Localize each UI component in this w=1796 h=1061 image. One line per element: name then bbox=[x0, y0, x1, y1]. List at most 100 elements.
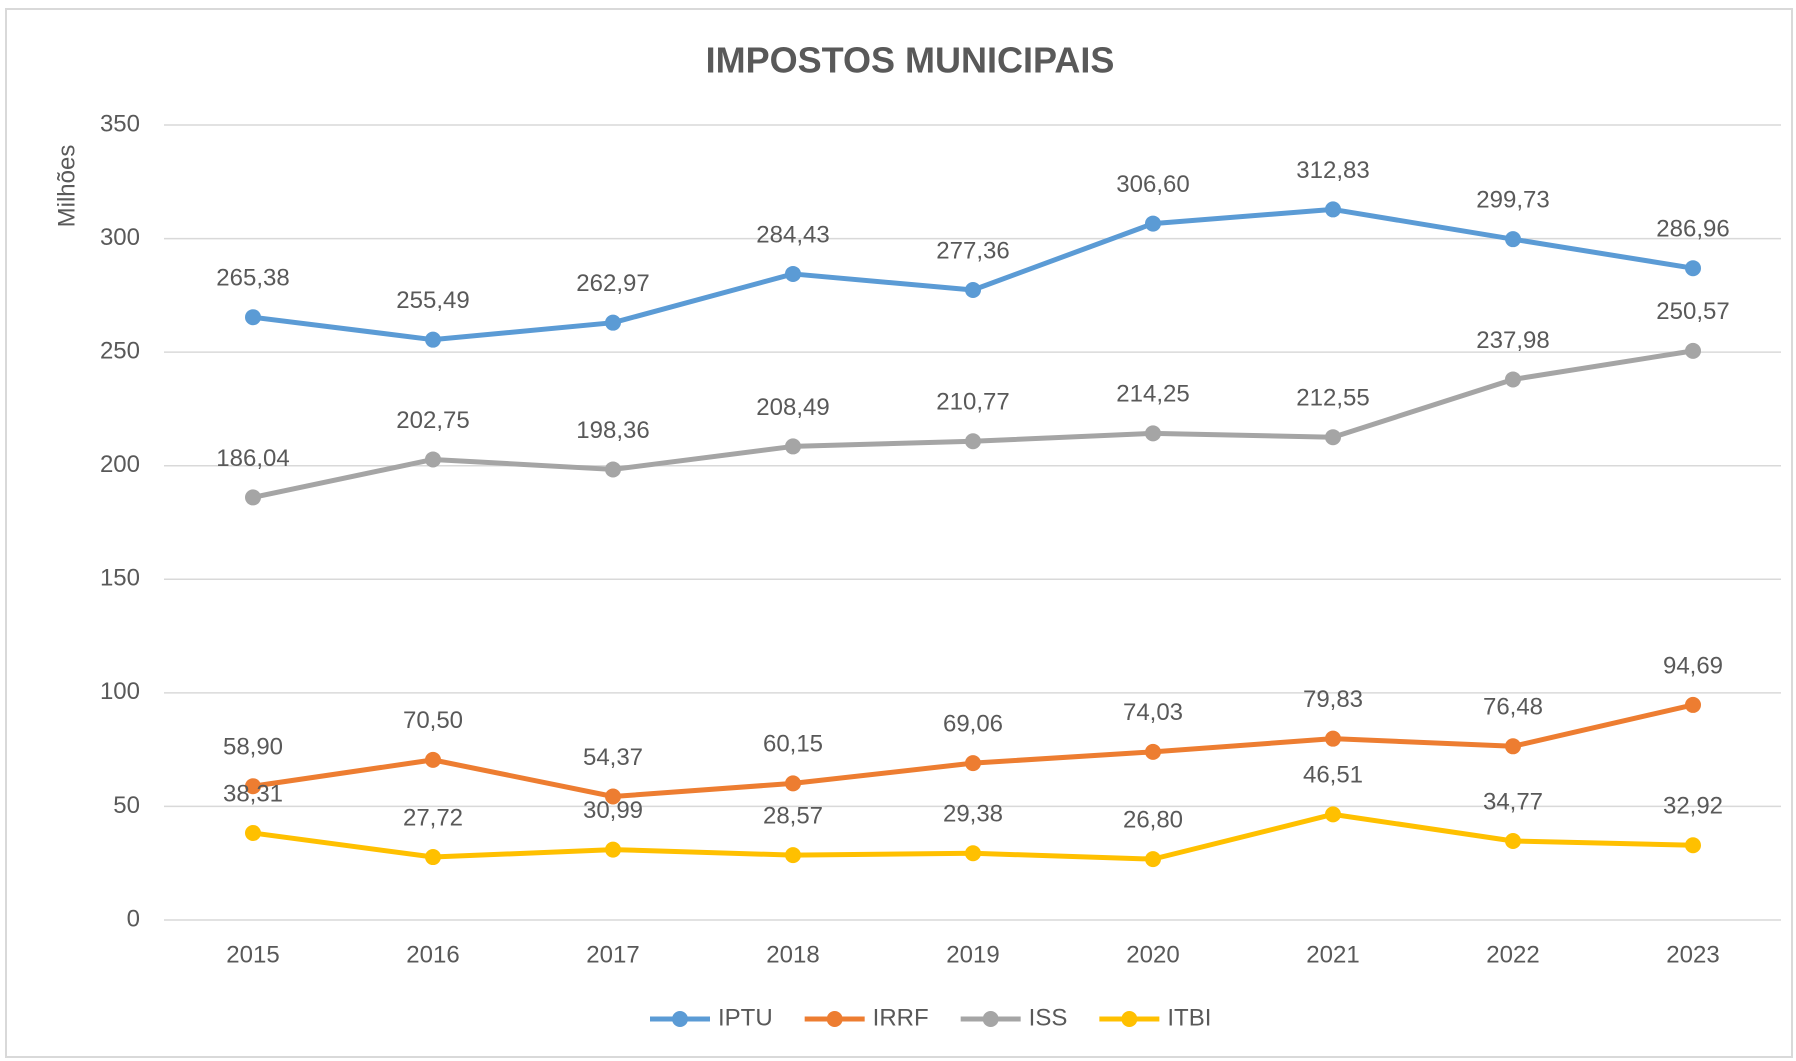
data-point bbox=[1505, 371, 1521, 388]
data-point bbox=[1145, 851, 1161, 868]
legend-marker bbox=[672, 1011, 688, 1027]
data-point bbox=[425, 849, 441, 866]
data-point bbox=[965, 281, 981, 298]
x-tick-label: 2016 bbox=[406, 941, 459, 968]
legend-marker bbox=[982, 1011, 999, 1027]
legend-label: IPTU bbox=[718, 1004, 773, 1031]
data-label: 29,38 bbox=[943, 801, 1003, 828]
data-point bbox=[1145, 425, 1161, 442]
data-label: 262,97 bbox=[576, 270, 649, 297]
data-point bbox=[1685, 696, 1701, 713]
data-point bbox=[785, 265, 801, 282]
data-point bbox=[965, 433, 981, 450]
legend-marker bbox=[826, 1011, 843, 1027]
data-point bbox=[1505, 833, 1521, 850]
data-label: 208,49 bbox=[756, 394, 829, 421]
data-label: 76,48 bbox=[1483, 694, 1543, 721]
data-point bbox=[785, 847, 801, 864]
data-label: 299,73 bbox=[1476, 187, 1549, 214]
data-label: 38,31 bbox=[223, 780, 283, 807]
data-label: 286,96 bbox=[1656, 216, 1729, 243]
data-point bbox=[1325, 730, 1341, 747]
data-point bbox=[1145, 743, 1161, 760]
x-tick-label: 2022 bbox=[1486, 941, 1539, 968]
chart-title: IMPOSTOS MUNICIPAIS bbox=[706, 40, 1115, 81]
data-point bbox=[785, 775, 801, 792]
data-label: 70,50 bbox=[403, 707, 463, 734]
data-point bbox=[965, 755, 981, 772]
data-label: 27,72 bbox=[403, 804, 463, 831]
data-point bbox=[425, 331, 441, 348]
data-point bbox=[1505, 738, 1521, 755]
data-point bbox=[1325, 429, 1341, 446]
y-tick-label: 100 bbox=[100, 678, 140, 705]
data-label: 186,04 bbox=[216, 445, 289, 472]
data-point bbox=[1685, 837, 1701, 854]
data-point bbox=[605, 461, 621, 478]
data-point bbox=[245, 309, 261, 326]
data-point bbox=[245, 824, 261, 841]
data-label: 58,90 bbox=[223, 734, 283, 761]
data-point bbox=[1325, 201, 1341, 218]
data-label: 212,55 bbox=[1296, 385, 1369, 412]
x-tick-label: 2017 bbox=[586, 941, 639, 968]
data-label: 28,57 bbox=[763, 802, 823, 829]
y-tick-label: 200 bbox=[100, 451, 140, 478]
y-tick-label: 350 bbox=[100, 110, 140, 137]
data-point bbox=[245, 489, 261, 506]
data-point bbox=[1505, 231, 1521, 248]
legend-marker bbox=[1121, 1011, 1138, 1027]
data-label: 277,36 bbox=[936, 237, 1009, 264]
data-label: 74,03 bbox=[1123, 699, 1183, 726]
data-point bbox=[1325, 806, 1341, 823]
y-tick-label: 50 bbox=[113, 792, 140, 819]
legend-label: ISS bbox=[1029, 1004, 1068, 1031]
data-label: 32,92 bbox=[1663, 793, 1723, 820]
data-label: 94,69 bbox=[1663, 652, 1723, 679]
data-label: 306,60 bbox=[1116, 171, 1189, 198]
y-tick-label: 0 bbox=[127, 905, 140, 932]
data-point bbox=[425, 751, 441, 768]
data-point bbox=[785, 438, 801, 455]
y-axis-label: Milhões bbox=[53, 145, 80, 228]
x-tick-label: 2019 bbox=[946, 941, 999, 968]
data-label: 79,83 bbox=[1303, 686, 1363, 713]
data-label: 46,51 bbox=[1303, 762, 1363, 789]
data-label: 198,36 bbox=[576, 417, 649, 444]
data-point bbox=[425, 451, 441, 468]
data-point bbox=[245, 778, 261, 795]
data-label: 54,37 bbox=[583, 744, 643, 771]
data-label: 284,43 bbox=[756, 221, 829, 248]
data-label: 250,57 bbox=[1656, 298, 1729, 325]
data-label: 237,98 bbox=[1476, 327, 1549, 354]
data-point bbox=[965, 845, 981, 862]
data-label: 255,49 bbox=[396, 287, 469, 314]
data-label: 26,80 bbox=[1123, 806, 1183, 833]
data-label: 69,06 bbox=[943, 710, 1003, 737]
x-tick-label: 2020 bbox=[1126, 941, 1179, 968]
data-label: 30,99 bbox=[583, 797, 643, 824]
data-point bbox=[605, 314, 621, 331]
data-label: 312,83 bbox=[1296, 157, 1369, 184]
x-tick-label: 2023 bbox=[1666, 941, 1719, 968]
legend-label: IRRF bbox=[873, 1004, 929, 1031]
data-label: 202,75 bbox=[396, 407, 469, 434]
y-tick-label: 250 bbox=[100, 337, 140, 364]
legend-label: ITBI bbox=[1167, 1004, 1211, 1031]
data-point bbox=[1685, 260, 1701, 277]
data-label: 265,38 bbox=[216, 265, 289, 292]
data-label: 60,15 bbox=[763, 731, 823, 758]
x-tick-label: 2015 bbox=[226, 941, 279, 968]
y-tick-label: 300 bbox=[100, 224, 140, 251]
data-label: 214,25 bbox=[1116, 381, 1189, 408]
data-point bbox=[605, 788, 621, 805]
data-label: 34,77 bbox=[1483, 788, 1543, 815]
data-point bbox=[1685, 342, 1701, 359]
data-label: 210,77 bbox=[936, 389, 1009, 416]
x-tick-label: 2018 bbox=[766, 941, 819, 968]
x-tick-label: 2021 bbox=[1306, 941, 1359, 968]
data-point bbox=[605, 841, 621, 858]
chart-border bbox=[5, 8, 1793, 1058]
y-tick-label: 150 bbox=[100, 565, 140, 592]
